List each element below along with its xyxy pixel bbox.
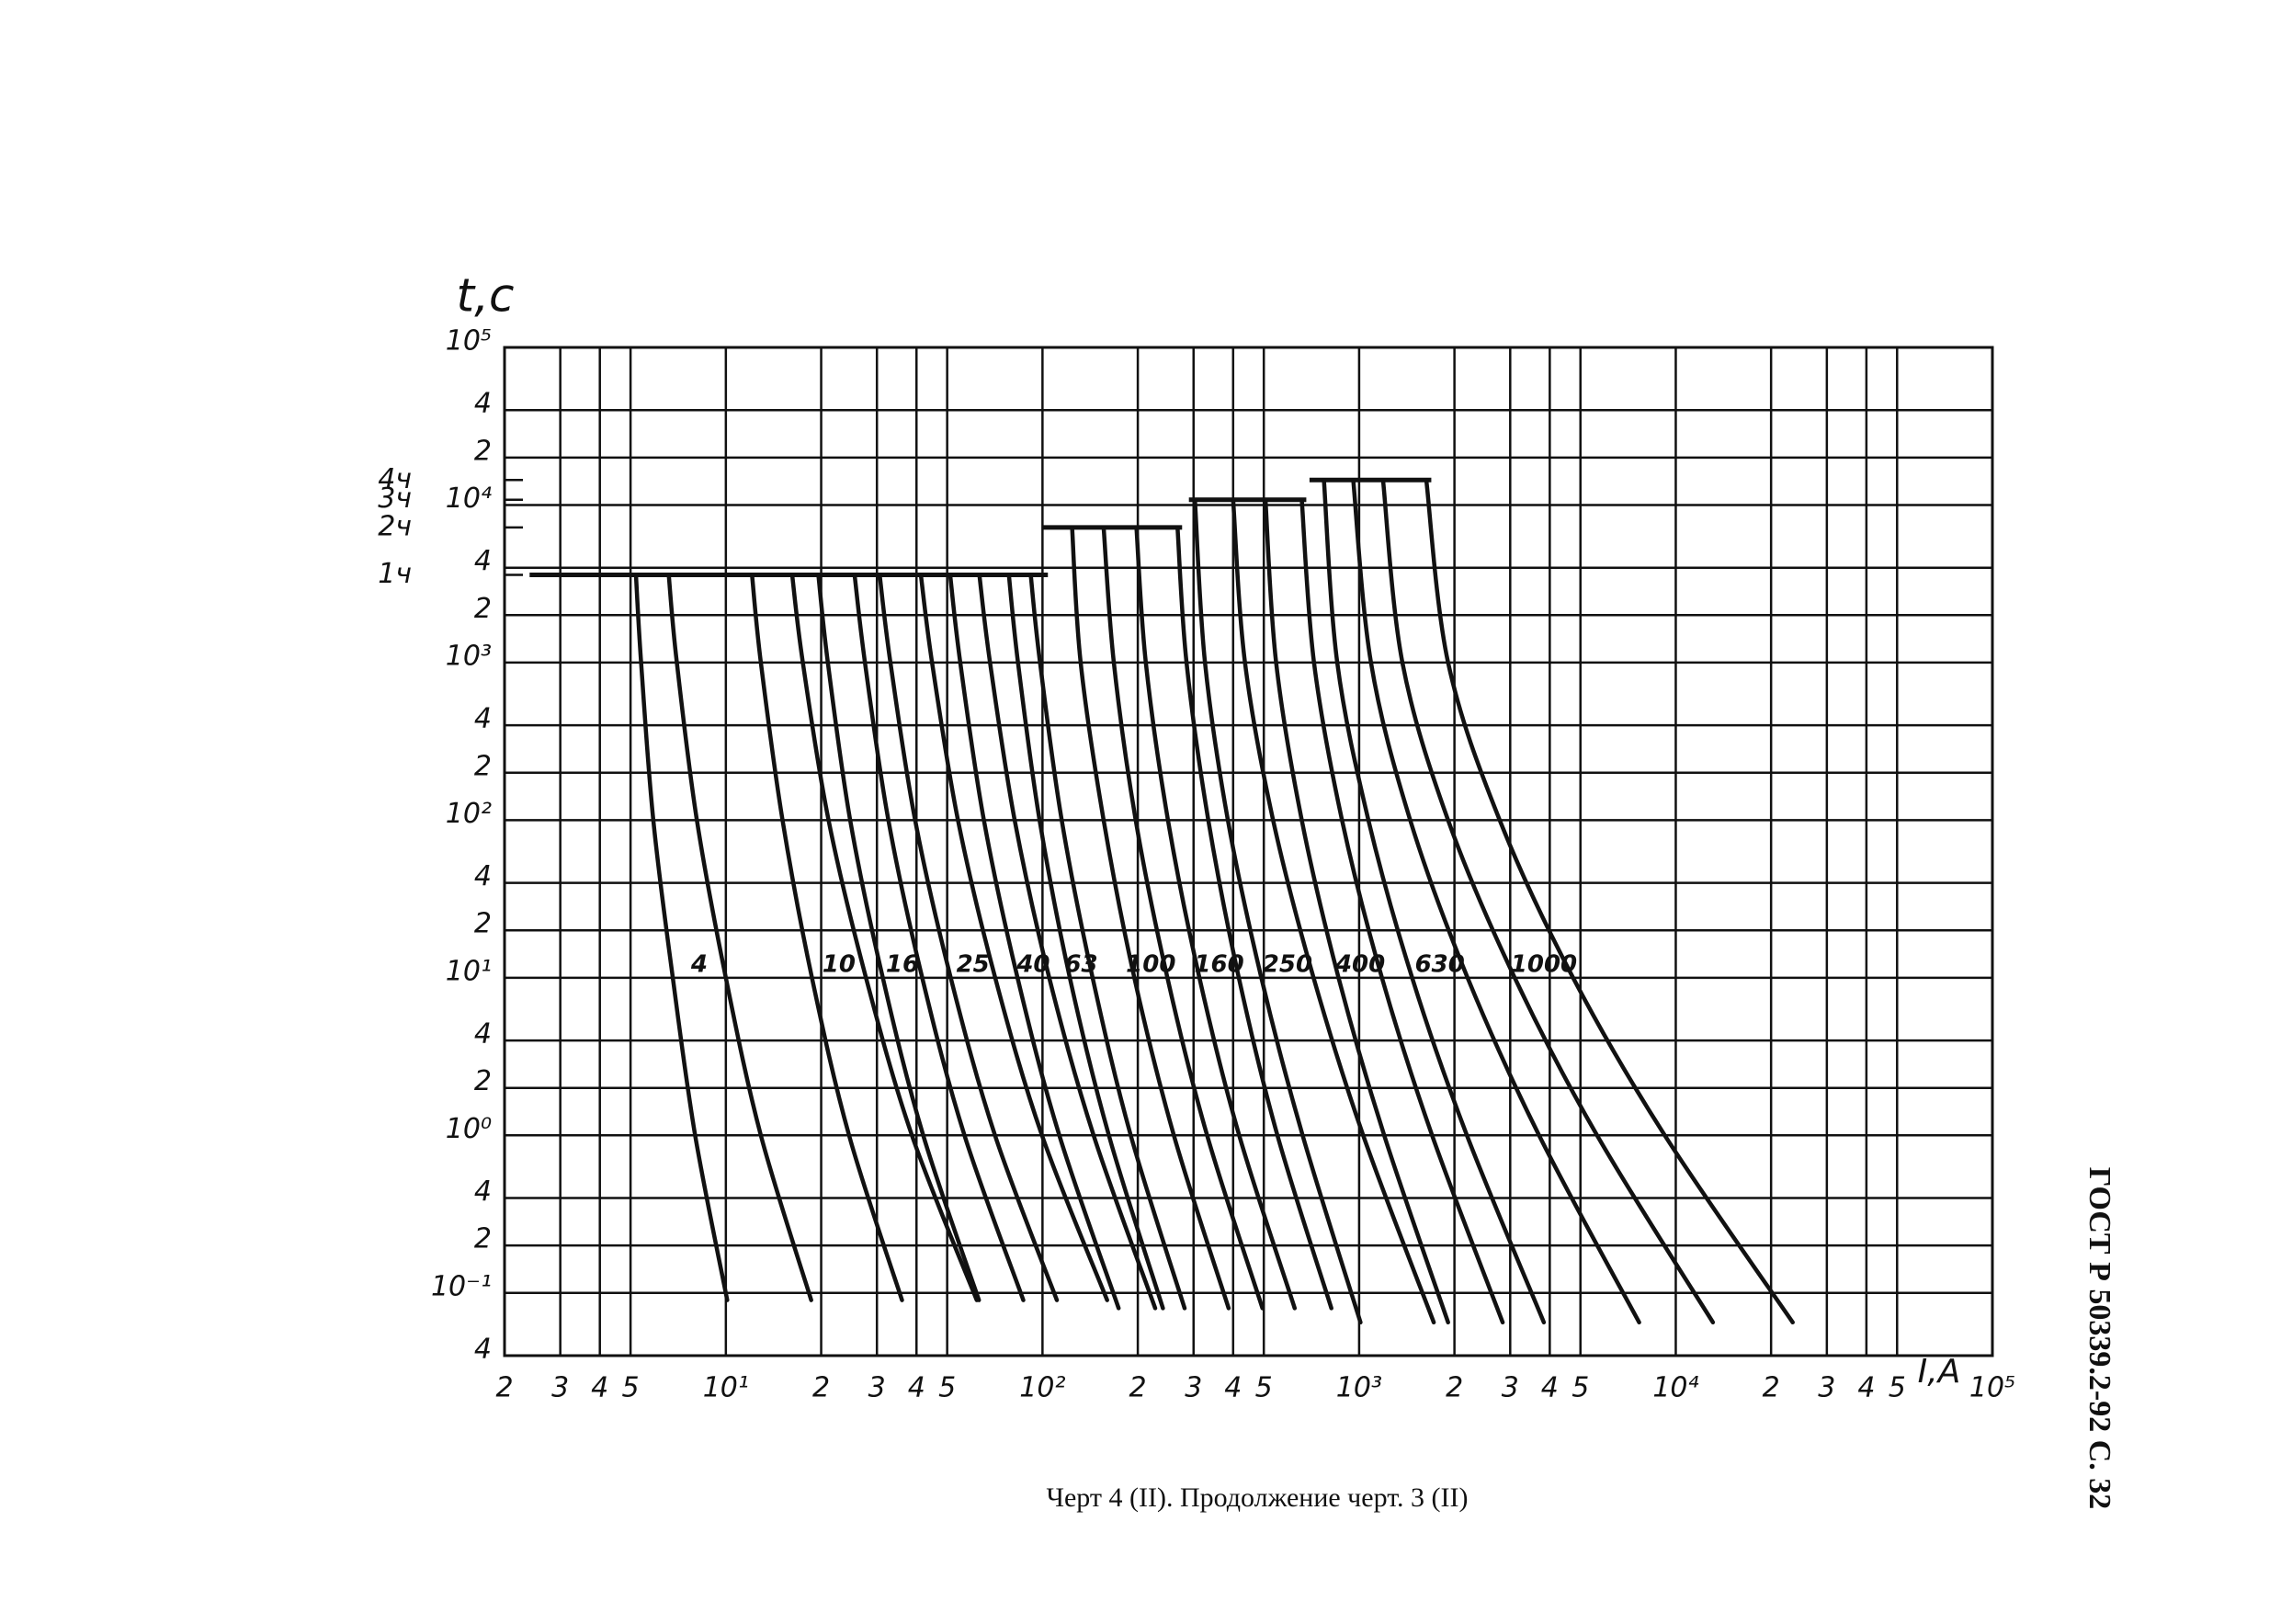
curve-label: 16 (886, 950, 919, 978)
x-tick-label: 2 (1446, 1372, 1463, 1404)
y-tick-label: 2 (474, 750, 492, 782)
x-tick-label: 10⁴ (1652, 1372, 1698, 1404)
x-tick-label: 2 (812, 1372, 830, 1404)
x-tick-label: 3 (1818, 1372, 1835, 1404)
y-axis-label: t,с (457, 269, 515, 323)
x-tick-label: 10¹ (703, 1372, 749, 1404)
y-tick-label: 10⁰ (446, 1113, 492, 1145)
x-tick-label: 4 (1857, 1372, 1875, 1404)
characteristic-curve (666, 573, 813, 1302)
x-tick-label: 5 (1889, 1372, 1906, 1404)
y-tick-label: 4 (474, 1175, 492, 1208)
y-tick-label: 2 (474, 593, 492, 625)
x-tick-label: 2 (1129, 1372, 1147, 1404)
characteristic-curve (977, 573, 1158, 1311)
hour-tick-label: 4ч (378, 463, 412, 495)
x-tick-label: 5 (622, 1372, 640, 1404)
characteristic-curve (1006, 573, 1165, 1311)
x-tick-label: 3 (1502, 1372, 1519, 1404)
y-tick-label: 2 (474, 1223, 492, 1255)
curve-label: 400 (1334, 950, 1385, 978)
x-tick-label: 4 (591, 1372, 608, 1404)
curve-label: 4 (690, 950, 708, 978)
y-tick-label: 10⁴ (446, 483, 492, 515)
curve-label: 250 (1263, 950, 1312, 978)
characteristic-curve (1070, 525, 1231, 1311)
characteristic-curve (1134, 525, 1298, 1311)
characteristic-curve (1351, 478, 1641, 1325)
y-tick-label: 10² (446, 798, 492, 830)
x-tick-label: 4 (1224, 1372, 1242, 1404)
x-tick-label: 10⁵ (1969, 1372, 2015, 1404)
y-tick-label: 2 (474, 1065, 492, 1097)
curve-label: 630 (1415, 950, 1465, 978)
characteristic-curve (1322, 478, 1547, 1325)
characteristic-curve (750, 573, 904, 1302)
hour-tick-label: 3ч (378, 483, 412, 515)
x-axis-label: I,A (1918, 1353, 1961, 1391)
x-tick-label: 5 (1571, 1372, 1589, 1404)
y-tick-label: 10¹ (446, 955, 492, 987)
characteristic-curve (1101, 525, 1265, 1311)
characteristic-curve (1175, 525, 1333, 1311)
y-tick-label: 2 (474, 908, 492, 940)
characteristic-curve (1299, 497, 1505, 1325)
x-tick-label: 3 (868, 1372, 886, 1404)
y-tick-label: 10³ (446, 640, 492, 672)
curve-label: 40 (1016, 950, 1050, 978)
x-tick-label: 2 (495, 1372, 513, 1404)
characteristic-curve (633, 573, 730, 1302)
x-tick-label: 2 (1763, 1372, 1780, 1404)
document-stamp: ГОСТ Р 50339.2-92 С. 32 (2082, 1167, 2116, 1510)
caption: Черт 4 (II). Продолжение черт. 3 (II) (1046, 1482, 1468, 1513)
x-tick-label: 5 (1255, 1372, 1273, 1404)
x-tick-label: 10³ (1336, 1372, 1382, 1404)
characteristic-curve (789, 573, 980, 1302)
characteristic-curve (877, 573, 1060, 1302)
x-tick-label: 10² (1019, 1372, 1065, 1404)
characteristic-curve (1263, 497, 1450, 1325)
y-tick-label: 4 (474, 545, 492, 577)
x-tick-label: 4 (1541, 1372, 1559, 1404)
curve-label: 160 (1194, 950, 1243, 978)
curve-label: 25 (957, 950, 990, 978)
curve-label: 63 (1064, 950, 1097, 978)
y-tick-label: 4 (474, 703, 492, 735)
y-tick-label: 10⁵ (446, 325, 492, 358)
y-tick-label: 10⁻¹ (431, 1270, 492, 1302)
curve-label: 100 (1126, 950, 1175, 978)
curve-label: 10 (823, 950, 856, 978)
characteristic-curve (1424, 478, 1795, 1325)
characteristic-curve (918, 573, 1109, 1302)
characteristic-curve (1231, 497, 1436, 1325)
characteristic-curve (852, 573, 1026, 1302)
y-tick-label: 2 (474, 435, 492, 467)
y-tick-label: 4 (474, 1018, 492, 1050)
characteristic-curve (816, 573, 981, 1302)
hour-tick-label: 2ч (378, 510, 412, 542)
characteristic-curve (1028, 573, 1187, 1311)
y-tick-label: 4 (474, 1334, 492, 1366)
characteristic-curve (1380, 478, 1716, 1325)
y-tick-label: 4 (474, 388, 492, 420)
x-tick-label: 5 (938, 1372, 956, 1404)
x-tick-label: 4 (908, 1372, 925, 1404)
hour-tick-label: 1ч (378, 558, 412, 590)
characteristic-curve (1192, 497, 1363, 1325)
characteristic-curve (947, 573, 1121, 1311)
y-tick-label: 4 (474, 860, 492, 892)
x-tick-label: 3 (1185, 1372, 1202, 1404)
curve-label: 1000 (1511, 950, 1577, 978)
x-tick-label: 3 (551, 1372, 569, 1404)
